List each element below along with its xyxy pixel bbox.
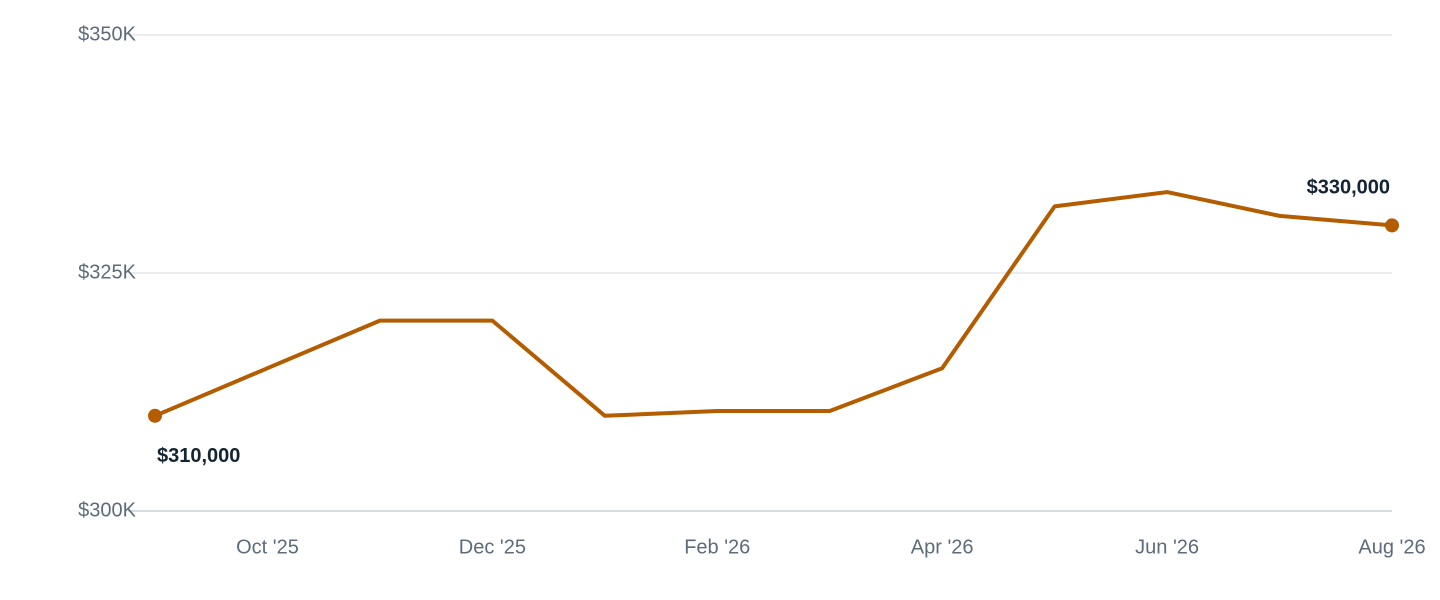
end-point — [148, 408, 162, 423]
value-label: $330,000 — [1307, 177, 1390, 199]
y-tick-label: $350K — [78, 23, 136, 45]
y-tick-label: $300K — [78, 499, 136, 521]
x-tick-label: Aug '26 — [1358, 536, 1425, 558]
x-tick-label: Jun '26 — [1135, 536, 1199, 558]
line — [154, 190, 1393, 418]
x-tick-label: Dec '25 — [459, 536, 526, 558]
x-tick-label: Oct '25 — [236, 536, 299, 558]
end-point — [1385, 218, 1399, 233]
x-tick-label: Feb '26 — [684, 536, 750, 558]
y-tick-label: $325K — [78, 261, 136, 283]
x-tick-label: Apr '26 — [911, 536, 974, 558]
value-label: $310,000 — [157, 445, 240, 467]
